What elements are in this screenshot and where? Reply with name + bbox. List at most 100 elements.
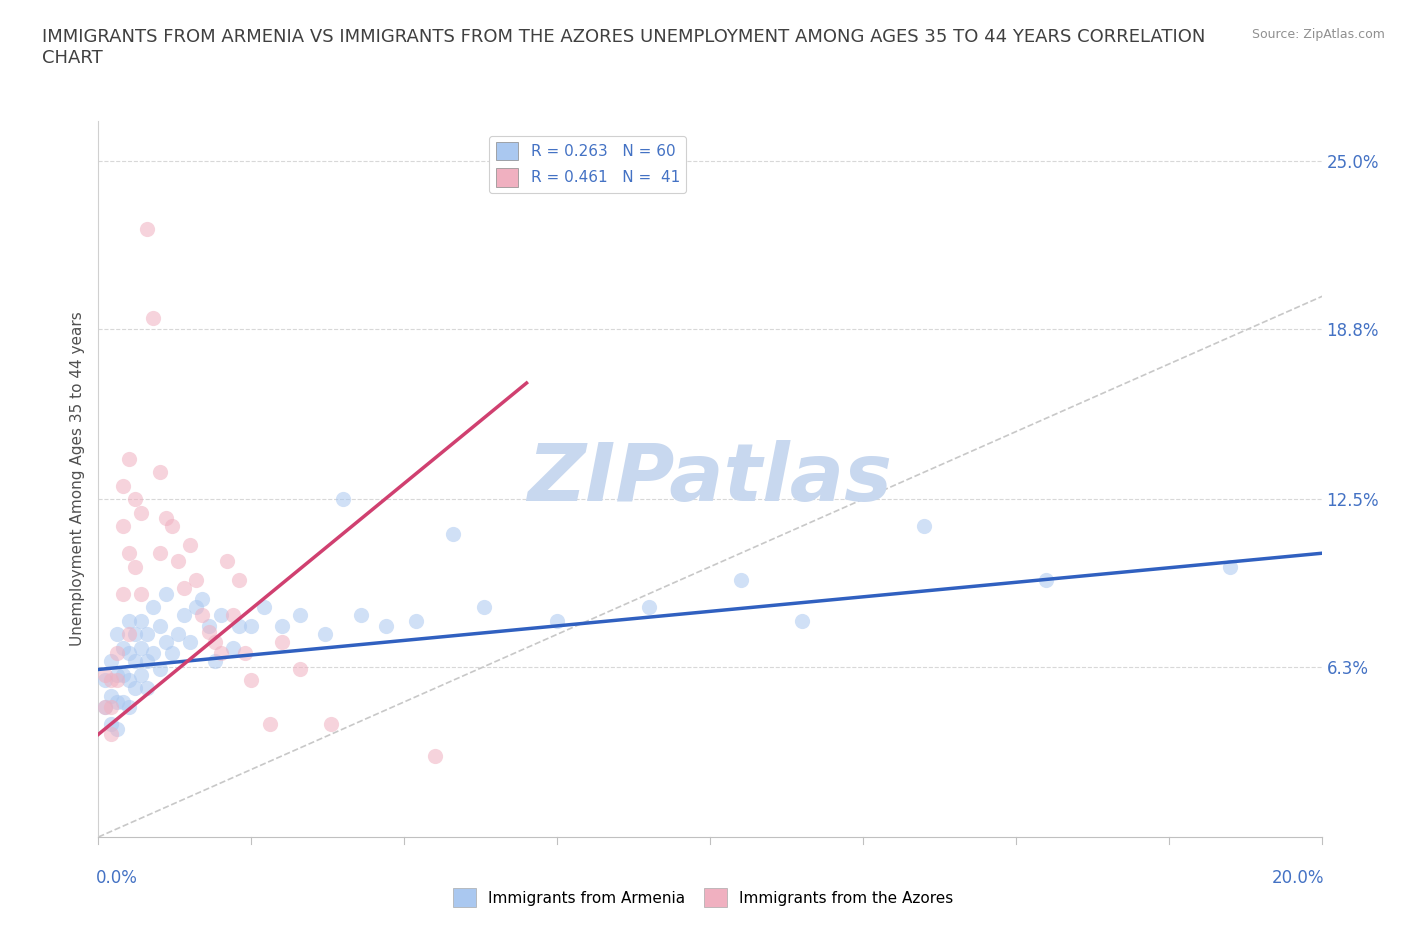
Point [105,668,128,683]
Point [191,591,214,606]
Point [149,546,172,561]
Point [100,727,122,742]
Point [332,492,354,507]
Point [93,672,115,687]
Point [105,672,128,687]
Point [179,635,201,650]
Legend: R = 0.263   N = 60, R = 0.461   N =  41: R = 0.263 N = 60, R = 0.461 N = 41 [489,136,686,193]
Point [111,641,134,656]
Point [124,627,146,642]
Point [124,492,146,507]
Point [105,627,128,642]
Text: ZIPatlas: ZIPatlas [527,440,893,518]
Point [111,478,134,493]
Point [240,672,263,687]
Point [100,700,122,715]
Point [912,519,935,534]
Point [124,681,146,696]
Point [173,581,195,596]
Text: Source: ZipAtlas.com: Source: ZipAtlas.com [1251,28,1385,41]
Point [129,668,152,683]
Point [105,645,128,660]
Point [228,618,250,633]
Point [197,624,219,639]
Point [118,645,141,660]
Point [204,654,226,669]
Point [191,608,214,623]
Point [136,221,159,236]
Point [149,465,172,480]
Point [155,586,177,601]
Point [228,573,250,588]
Point [118,700,141,715]
Point [93,700,115,715]
Point [105,722,128,737]
Point [179,538,201,552]
Point [129,641,152,656]
Point [118,627,141,642]
Text: 0.0%: 0.0% [96,870,138,887]
Point [93,700,115,715]
Point [441,527,464,542]
Point [173,608,195,623]
Point [142,311,165,325]
Point [350,608,373,623]
Point [136,654,159,669]
Text: IMMIGRANTS FROM ARMENIA VS IMMIGRANTS FROM THE AZORES UNEMPLOYMENT AMONG AGES 35: IMMIGRANTS FROM ARMENIA VS IMMIGRANTS FR… [42,28,1205,67]
Point [160,519,183,534]
Point [118,451,141,466]
Point [204,635,226,650]
Point [111,695,134,710]
Point [142,600,165,615]
Point [100,654,122,669]
Point [197,618,219,633]
Point [1035,573,1057,588]
Point [100,716,122,731]
Point [374,618,396,633]
Point [100,672,122,687]
Point [136,681,159,696]
Point [1219,559,1241,574]
Point [186,573,208,588]
Point [259,716,281,731]
Point [637,600,661,615]
Point [270,618,292,633]
Point [222,608,245,623]
Point [124,559,146,574]
Text: 20.0%: 20.0% [1271,870,1324,887]
Point [155,635,177,650]
Point [270,635,292,650]
Point [124,654,146,669]
Point [215,554,238,569]
Point [252,600,274,615]
Point [111,586,134,601]
Point [167,627,190,642]
Point [209,645,232,660]
Point [405,614,427,629]
Point [142,645,165,660]
Point [546,614,568,629]
Point [160,645,183,660]
Point [118,672,141,687]
Point [319,716,342,731]
Point [290,608,312,623]
Point [118,614,141,629]
Point [233,645,256,660]
Point [105,695,128,710]
Legend: Immigrants from Armenia, Immigrants from the Azores: Immigrants from Armenia, Immigrants from… [447,883,959,913]
Point [111,668,134,683]
Point [167,554,190,569]
Point [155,511,177,525]
Point [730,573,752,588]
Point [93,668,115,683]
Point [314,627,336,642]
Point [149,618,172,633]
Point [790,614,813,629]
Point [423,749,446,764]
Point [100,689,122,704]
Point [222,641,245,656]
Point [186,600,208,615]
Point [118,546,141,561]
Point [472,600,495,615]
Point [240,618,263,633]
